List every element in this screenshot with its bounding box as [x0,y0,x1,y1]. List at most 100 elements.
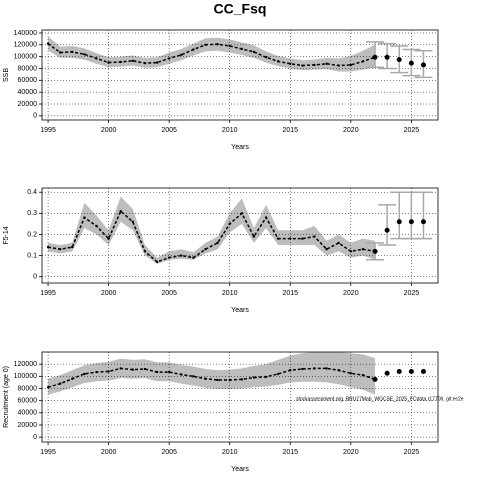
projection-point [372,376,378,382]
x-tick-label: 2000 [101,290,117,297]
estimate-point [46,386,50,389]
estimate-point [83,372,86,376]
y-tick-label: 0.3 [27,210,37,217]
y-axis-label: SSB [3,68,10,82]
confidence-band [48,196,376,264]
estimate-point [192,256,195,259]
estimate-point [240,378,244,381]
projection-point [420,219,426,225]
estimate-point [95,57,98,60]
estimate-point [313,235,316,238]
x-tick-label: 2020 [343,290,359,297]
estimate-point [325,248,328,251]
estimate-point [131,220,135,223]
estimate-point [119,60,122,64]
estimate-point [228,222,231,226]
estimate-point [337,64,340,67]
estimate-point [155,260,159,264]
x-axis-label: Years [231,144,249,151]
estimate-point [119,210,122,213]
projection-point [420,62,426,68]
y-tick-label: 0 [33,113,37,120]
estimate-point [71,245,74,249]
error-bar [402,191,421,240]
x-tick-label: 2025 [404,449,420,456]
estimate-point [180,373,183,376]
x-tick-label: 2015 [282,127,298,134]
estimate-point [107,61,110,64]
estimate-point [276,237,280,240]
projection-point [384,227,390,233]
y-tick-label: 0 [33,274,37,281]
estimate-point [276,372,280,376]
estimate-point [252,376,256,379]
y-tick-label: 20000 [18,101,38,108]
plot-area [42,352,438,442]
estimate-point [83,216,86,219]
estimate-point [46,42,50,45]
x-axis-label: Years [231,466,249,473]
confidence-band [48,36,376,72]
estimate-point [167,57,171,60]
y-tick-label: 0.2 [27,231,37,238]
estimate-point [107,370,110,373]
estimate-point [216,241,219,245]
x-tick-label: 1995 [40,127,56,134]
projection-point [384,370,390,376]
estimate-point [216,43,219,46]
confidence-band [48,352,376,395]
estimate-point [264,56,268,59]
estimate-line [47,367,376,388]
y-tick-label: 20000 [18,422,38,429]
estimate-point [264,375,268,379]
y-tick-label: 120000 [14,361,37,368]
estimate-point [192,48,195,51]
estimate-point [349,372,353,375]
estimate-point [131,368,135,371]
error-bar [366,41,385,69]
projection-point [396,368,402,374]
x-tick-label: 2000 [101,127,117,134]
projection-point [396,219,402,225]
estimate-point [289,237,292,240]
estimate-point [107,237,110,240]
estimate-point [228,378,231,382]
estimate-point [204,43,207,47]
projection-point [408,60,414,66]
estimate-point [95,224,98,228]
estimate-point [325,367,328,370]
estimate-point [46,245,50,249]
y-tick-label: 80000 [18,65,38,72]
estimate-point [289,369,292,372]
estimate-point [325,62,328,65]
estimate-point [95,370,98,374]
projection-point [372,248,378,254]
estimate-point [240,212,244,215]
estimate-point [204,377,207,380]
x-tick-label: 2015 [282,449,298,456]
estimate-point [361,373,365,377]
projection-point [396,57,402,63]
estimate-point [167,256,171,259]
y-tick-label: 120000 [14,42,37,49]
projection-point [420,368,426,374]
plot-frame [41,187,439,284]
estimate-point [71,377,74,380]
estimate-line [47,209,376,263]
estimate-point [192,375,195,378]
error-bar [390,191,409,240]
x-tick-label: 2010 [222,127,238,134]
estimate-point [301,237,304,240]
estimate-point [167,370,171,374]
x-tick-label: 2020 [343,449,359,456]
estimate-point [289,62,292,65]
estimate-point [204,248,207,251]
projection-point [372,54,378,60]
estimate-point [313,367,316,370]
estimate-point [264,216,268,219]
plot-frame [41,29,439,121]
x-tick-label: 2005 [161,449,177,456]
y-tick-label: 40000 [18,410,38,417]
x-axis-label: Years [231,307,249,314]
